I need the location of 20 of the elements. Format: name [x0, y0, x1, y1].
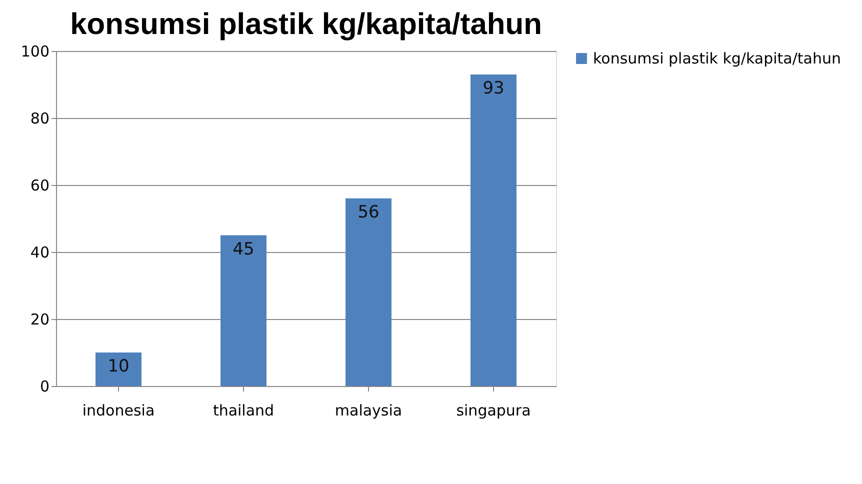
bar — [470, 74, 516, 386]
y-tick-label: 100 — [20, 42, 50, 60]
chart-title: konsumsi plastik kg/kapita/tahun — [70, 8, 542, 41]
data-label: 10 — [108, 356, 130, 376]
legend-label: konsumsi plastik kg/kapita/tahun — [593, 50, 842, 68]
y-tick-label: 20 — [30, 310, 50, 328]
bar — [346, 198, 392, 386]
x-tick-label: singapura — [456, 402, 531, 420]
x-tick-label: indonesia — [82, 402, 155, 420]
y-tick-label: 60 — [30, 176, 50, 194]
y-tick-label: 40 — [30, 244, 50, 262]
data-label: 45 — [232, 239, 254, 260]
x-tick-label: malaysia — [334, 402, 402, 420]
data-label: 93 — [482, 78, 504, 98]
y-tick-label: 0 — [40, 378, 50, 396]
bar — [96, 352, 142, 386]
y-tick-label: 80 — [30, 110, 50, 128]
bar — [220, 235, 266, 386]
x-tick-label: thailand — [212, 402, 274, 420]
data-label: 56 — [358, 202, 380, 222]
